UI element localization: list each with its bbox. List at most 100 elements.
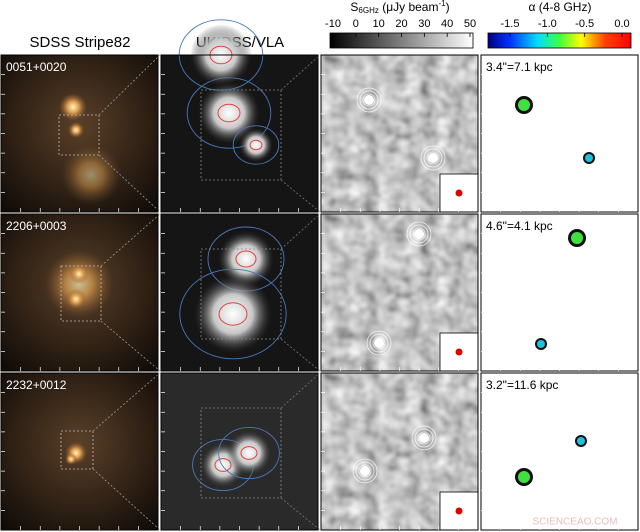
zoom-line [280,54,321,91]
contour [218,426,280,480]
contour [249,139,263,151]
galaxy [61,145,121,205]
beam [455,348,463,356]
ukidss-panel [161,19,321,213]
colorbar-tick-label: 10 [373,18,385,30]
contour [355,461,375,481]
colorbar-tick-label: -10 [325,18,341,30]
colorbar-tick-label: 0 [353,18,359,30]
galaxy [226,430,272,476]
zoom-line [98,154,161,213]
contour [356,87,382,113]
panel-background [481,214,638,371]
contour [414,428,434,448]
radio-source [414,229,424,239]
zoom-box [60,430,94,470]
contour [417,431,431,445]
contour [179,268,287,360]
zoom-line [280,372,321,409]
zoom-line [92,468,161,531]
contour [218,302,248,326]
sdss-panel: 2232+0012 [1,372,161,531]
contour [409,224,429,244]
zoom-box [200,89,282,181]
galaxy [69,264,89,284]
row-label: 2232+0012 [6,378,67,392]
radio-panel [321,55,479,213]
radio-panel [321,214,479,372]
zoom-box [58,114,100,156]
radio-source [364,95,374,105]
zoom-line [100,213,161,267]
subscript: 6GHz [358,6,378,15]
contour [423,148,443,168]
galaxy [218,231,274,287]
galaxy [239,128,273,162]
ukidss-panel [161,213,321,372]
alpha-blob [577,437,585,445]
alpha-blob [585,154,593,162]
contour [217,103,241,123]
symbol: S [350,0,358,14]
contour [426,151,440,165]
radio-source [360,466,370,476]
colorbar-label: α (4-8 GHz) [529,0,592,14]
sdss-panel: 2206+0003 [1,213,161,372]
beam [455,189,463,197]
contour [235,250,257,268]
galaxy [68,122,84,138]
radio-source [428,153,438,163]
zoom-box [60,265,102,322]
superscript: -1 [438,0,446,8]
unit: (μJy beam [379,0,439,14]
alpha-panel: 4.6"=4.1 kpc [481,214,638,371]
watermark: SCIENCEAO.COM [532,517,617,528]
colorbar-tick-label: 0.0 [614,18,629,30]
column-title: SDSS Stripe82 [30,34,131,51]
colorbar [487,32,632,49]
galaxy [193,274,273,354]
alpha-panel: 3.4"=7.1 kpc [481,55,638,212]
zoom-box [200,407,282,499]
galaxy [59,93,87,121]
contour [362,93,376,107]
radio-source [374,338,384,348]
zoom-line [280,179,321,213]
colorbar-tick-label: 20 [395,18,407,30]
alpha-blob [537,340,545,348]
colorbar-tick-label: 40 [441,18,453,30]
scale-label: 3.4"=7.1 kpc [486,60,553,74]
row-label: 0051+0020 [6,60,67,74]
galaxy [66,289,86,309]
scale-label: 3.2"=11.6 kpc [486,378,558,392]
sdss-panel: 0051+0020 [1,54,161,213]
contour [366,330,392,356]
zoom-line [92,372,161,432]
colorbar-tick-label: -1.5 [501,18,520,30]
panel-background [481,55,638,212]
colorbar-tick-label: -0.5 [575,18,594,30]
contour [240,446,258,460]
scale-label: 4.6"=4.1 kpc [486,219,553,233]
contour [412,227,426,241]
colorbar-tick-label: -1.0 [538,18,557,30]
beam [455,507,463,515]
colorbar-tick-label: 50 [464,18,476,30]
contour [420,145,446,171]
radio-panel [321,373,479,531]
zoom-box [200,248,282,340]
panel-background [481,373,638,530]
zoom-line [100,320,161,372]
zoom-line [280,338,321,372]
ukidss-panel [161,372,321,531]
alpha-blob [518,99,530,111]
row-label: 2206+0003 [6,219,67,233]
contour [232,125,280,165]
contour [369,333,389,353]
alpha-blob [571,232,583,244]
alpha-panel: 3.2"=11.6 kpc [481,373,638,530]
contour [406,221,432,247]
radio-source [419,433,429,443]
contour [411,425,437,451]
